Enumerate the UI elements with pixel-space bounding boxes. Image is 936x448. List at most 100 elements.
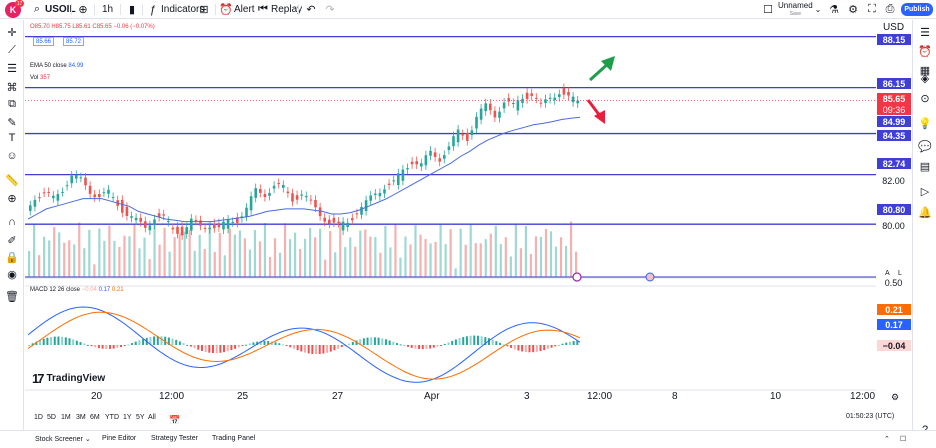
candle-body (456, 129, 460, 143)
axis-settings-icon[interactable]: ⚙ (890, 391, 900, 402)
volume-bar (198, 234, 201, 277)
candle-body (176, 226, 179, 234)
candle-body (387, 183, 391, 186)
range-button-1y[interactable]: 1Y (123, 414, 132, 421)
candle-body (328, 219, 331, 224)
price-chart[interactable] (25, 20, 876, 410)
range-button-all[interactable]: All (148, 414, 156, 421)
layers-icon[interactable]: ◈ (920, 72, 930, 85)
symbol-name: USOIL (45, 4, 76, 15)
candle-body (157, 213, 161, 218)
candle-body (341, 221, 345, 231)
volume-bar (128, 236, 131, 277)
notifications-icon[interactable]: 🔔 (918, 206, 932, 219)
macd-histogram-bar (557, 345, 560, 346)
price-axis-label-hist: −0.04 (877, 340, 911, 351)
sell-price-box[interactable]: 85.66 (33, 37, 54, 46)
layout-name[interactable]: Unnamed Save (778, 2, 813, 18)
ideas-icon[interactable]: 💡 (918, 117, 932, 130)
macd-histogram-bar (123, 345, 126, 346)
snapshot-button[interactable]: ⎙ (884, 3, 896, 16)
log-scale-toggle[interactable]: L (898, 270, 902, 277)
volume-legend: Vol 357 (30, 75, 50, 81)
currency-label[interactable]: USD (882, 22, 905, 33)
auto-scale-toggle[interactable]: A (885, 270, 890, 277)
macd-histogram-bar (539, 345, 542, 352)
fib-icon[interactable]: ☰ (7, 62, 17, 75)
redo-button[interactable]: ↷ (324, 3, 336, 16)
data-window-icon[interactable]: ▦ (919, 64, 931, 77)
candle-body (516, 100, 520, 111)
calendar-icon[interactable]: ▤ (919, 160, 931, 173)
volume-bar (108, 225, 111, 277)
macd-histogram-bar (315, 345, 318, 355)
zoom-icon[interactable]: ⊕ (7, 192, 17, 205)
range-button-ytd[interactable]: YTD (105, 414, 119, 421)
layout-checkbox[interactable]: ☐ (762, 3, 774, 16)
range-button-3m[interactable]: 3M (76, 414, 86, 421)
price-axis[interactable]: USD 88.15 86.15 85.65 09:36 84.99 84.35 82.74 8… (876, 20, 911, 390)
eye-icon[interactable]: ◉ (7, 268, 17, 281)
range-button-1d[interactable]: 1D (34, 414, 43, 421)
panel-fullscreen-button[interactable]: ☐ (900, 435, 906, 443)
alert-button[interactable]: ⏰ Alert (219, 3, 254, 16)
lock-icon[interactable]: 🔒 (5, 251, 19, 264)
crosshair-icon[interactable]: ✛ (7, 26, 17, 39)
settings-button[interactable]: ⚙ (847, 3, 859, 16)
templates-button[interactable]: ⊞ (198, 3, 210, 16)
quick-search-button[interactable]: ⚗ (828, 3, 840, 16)
range-button-5d[interactable]: 5D (47, 414, 56, 421)
range-button-6m[interactable]: 6M (90, 414, 100, 421)
compare-button[interactable]: ⊕ (77, 3, 89, 16)
alarm-clock-icon[interactable]: ⏰ (918, 45, 932, 58)
text-icon[interactable]: T (8, 132, 16, 144)
trash-icon[interactable]: 🗑 (5, 290, 19, 303)
pattern-icon[interactable]: ⌘ (6, 81, 18, 94)
chart-type-button[interactable]: ▮ (126, 3, 138, 16)
macd-histogram-bar (226, 345, 229, 352)
volume-bar (329, 230, 332, 277)
replay-button[interactable]: ⏮ Replay (257, 3, 302, 16)
candle-body (295, 195, 299, 200)
price-axis-label-tick: 82.00 (882, 176, 905, 186)
time-axis-label: 12:00 (159, 391, 185, 402)
price-axis-label-signal: 0.17 (877, 319, 911, 330)
chat-icon[interactable]: 💬 (918, 140, 932, 153)
symbol-search[interactable]: ⌕ USOIL (31, 3, 76, 16)
volume-bar (178, 233, 181, 277)
tab-trading-panel[interactable]: Trading Panel (212, 435, 255, 442)
magnet-icon[interactable]: ∩ (8, 216, 16, 228)
trend-line-icon[interactable]: ⟋ (8, 43, 16, 56)
tab-stock-screener[interactable]: Stock Screener ⌄ (35, 435, 91, 443)
lock-drawing-icon[interactable]: ✐ (7, 234, 17, 247)
ohlc-values: O85.70 H85.75 L85.61 C85.65 −0.06 (−0.07… (30, 24, 155, 30)
emoji-icon[interactable]: ☺ (6, 150, 18, 162)
interval-button[interactable]: 1h (102, 3, 113, 16)
maximize-panel-button[interactable]: ⌃ (884, 435, 890, 443)
tab-strategy-tester[interactable]: Strategy Tester (151, 435, 198, 442)
watchlist-icon[interactable]: ☰ (920, 26, 930, 39)
tab-pine-editor[interactable]: Pine Editor (102, 435, 136, 442)
streams-icon[interactable]: ▷ (920, 185, 930, 198)
publish-button[interactable]: Publish (901, 3, 933, 16)
macd-histogram-bar (576, 340, 579, 345)
indicators-button[interactable]: ƒ Indicators (147, 3, 204, 16)
brush-icon[interactable]: ✎ (7, 116, 17, 129)
undo-button[interactable]: ↶ (305, 3, 317, 16)
ruler-icon[interactable]: ⧉ (8, 97, 16, 110)
hotlist-icon[interactable]: ⊙ (920, 92, 930, 105)
range-button-5y[interactable]: 5Y (136, 414, 145, 421)
macd-histogram-bar (267, 341, 270, 345)
range-button-1m[interactable]: 1M (61, 414, 71, 421)
goto-date-button[interactable]: 📅 (169, 414, 181, 426)
toolbar-divider (94, 4, 95, 15)
layout-menu-button[interactable]: ⌄ (812, 3, 824, 16)
tab-label: Trading Panel (212, 435, 256, 442)
volume-bar (394, 223, 397, 277)
utc-clock[interactable]: 01:50:23 (UTC) (846, 413, 895, 420)
volume-bar (283, 223, 287, 277)
buy-price-box[interactable]: 85.72 (63, 37, 84, 46)
candle-body (268, 192, 271, 196)
measure-icon[interactable]: 📏 (5, 174, 19, 187)
fullscreen-button[interactable]: ⛶ (866, 3, 878, 16)
